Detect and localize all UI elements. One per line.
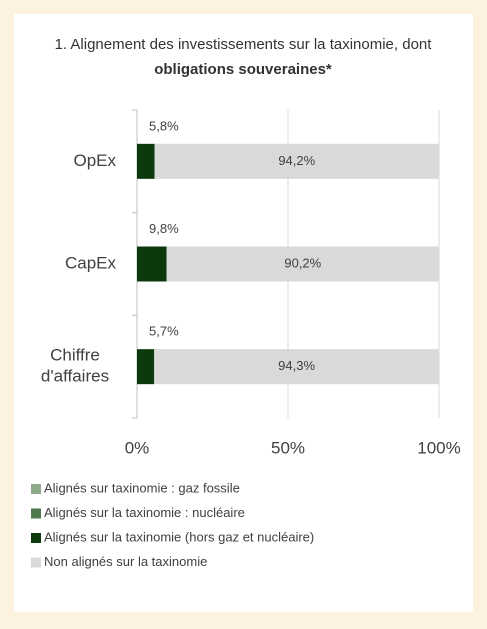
data-label: 90,2% [284, 255, 321, 270]
y-tick-label-line: Chiffre [50, 346, 100, 365]
legend-label: Non alignés sur la taxinomie [44, 554, 207, 569]
data-label: 5,7% [149, 324, 179, 339]
data-label: 9,8% [149, 221, 179, 236]
chart-title-bold: obligations souveraines* [154, 61, 332, 78]
data-label: 94,3% [278, 358, 315, 373]
x-tick-label: 0% [125, 438, 150, 457]
y-tick-label: OpEx [73, 151, 116, 170]
bar-segment [154, 349, 440, 385]
data-label: 5,8% [149, 118, 179, 133]
y-tick-label: CapEx [65, 253, 117, 272]
panel [14, 14, 473, 612]
bar-segment [154, 143, 440, 179]
y-tick-label: Chiffre d'affaires [41, 346, 109, 386]
legend-label: Alignés sur la taxinomie (hors gaz et nu… [44, 529, 314, 544]
legend-swatch [31, 557, 41, 568]
data-label: 94,2% [278, 153, 315, 168]
y-tick-label-line: d'affaires [41, 367, 109, 386]
bar-segment [137, 349, 155, 385]
x-tick-label: 50% [271, 438, 305, 457]
bar-segment [137, 143, 155, 179]
legend-swatch [31, 508, 41, 519]
legend-swatch [31, 533, 41, 543]
legend-swatch [31, 484, 41, 494]
legend-label: Alignés sur la taxinomie : nucléaire [44, 505, 245, 520]
bar-segment [166, 246, 439, 282]
x-tick-label: 100% [417, 438, 460, 457]
legend-label: Alignés sur taxinomie : gaz fossile [44, 480, 240, 495]
chart-title: 1. Alignement des investissements sur la… [55, 36, 433, 53]
bar-segment [137, 246, 167, 282]
